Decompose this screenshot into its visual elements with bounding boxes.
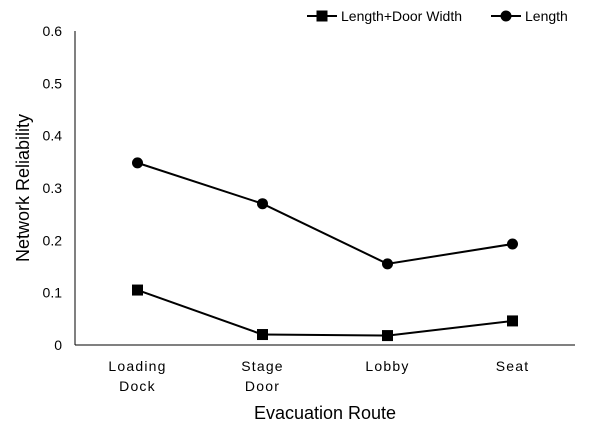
data-point-square <box>132 284 143 296</box>
data-point-circle <box>382 258 393 270</box>
series-length-door-width <box>132 284 518 342</box>
legend-marker-square <box>316 10 328 22</box>
y-tick-label: 0.2 <box>43 232 63 248</box>
legend-label: Length+Door Width <box>341 8 462 24</box>
data-point-square <box>507 315 518 327</box>
data-point-circle <box>507 238 518 250</box>
y-tick-label: 0.4 <box>43 128 63 144</box>
x-axis: Loading Dock Stage Door Lobby Seat <box>75 344 575 394</box>
legend: Length+Door Width Length <box>307 8 568 24</box>
x-tick-label: Seat <box>496 358 530 374</box>
data-point-circle <box>132 157 143 169</box>
y-tick-label: 0.6 <box>43 23 63 39</box>
data-point-circle <box>257 198 268 210</box>
legend-label: Length <box>525 8 568 24</box>
x-tick-label: Stage Door <box>241 358 284 394</box>
y-tick-label: 0.3 <box>43 180 63 196</box>
x-tick-label: Loading Dock <box>108 358 166 394</box>
series-length <box>132 157 518 270</box>
series-layer <box>132 157 518 342</box>
x-axis-title: Evacuation Route <box>254 403 396 423</box>
y-axis: 0 0.1 0.2 0.3 0.4 0.5 0.6 <box>43 23 76 353</box>
series-line <box>137 161 513 265</box>
y-axis-title: Network Reliability <box>13 114 33 262</box>
series-line <box>137 289 513 337</box>
legend-marker-circle <box>500 10 512 22</box>
legend-entry: Length <box>491 8 568 24</box>
x-tick-label: Lobby <box>365 358 409 374</box>
y-tick-label: 0 <box>54 337 62 353</box>
legend-entry: Length+Door Width <box>307 8 462 24</box>
data-point-square <box>382 330 393 342</box>
data-point-square <box>257 329 268 341</box>
y-tick-label: 0.5 <box>43 75 63 91</box>
y-tick-label: 0.1 <box>43 285 63 301</box>
